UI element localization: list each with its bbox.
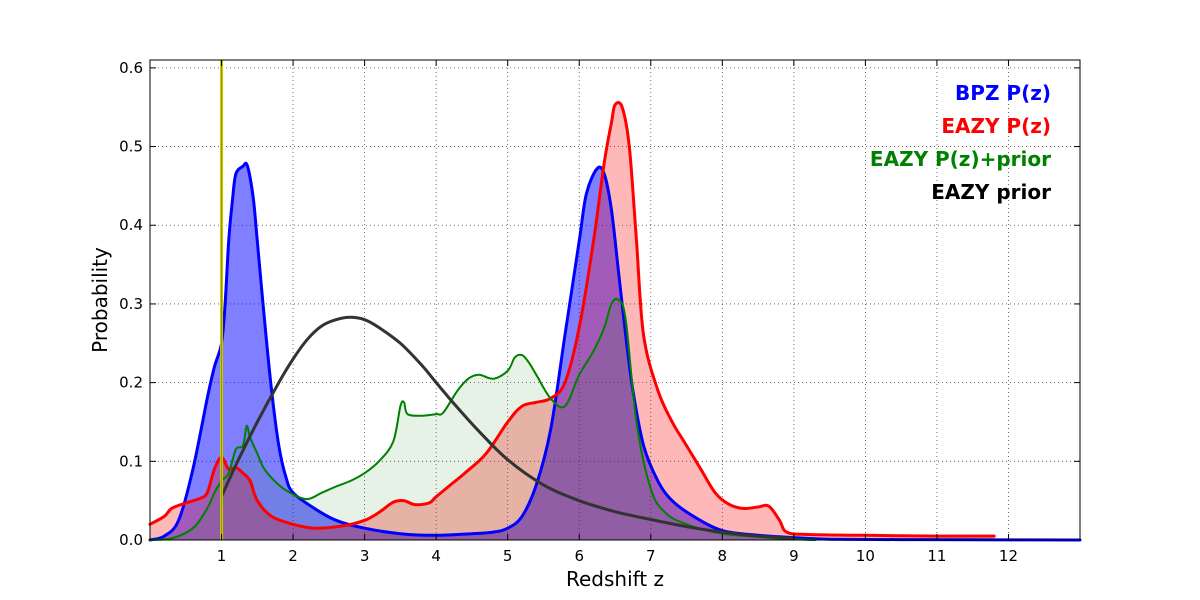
legend: BPZ P(z) EAZY P(z) EAZY P(z)+prior EAZY pri… — [870, 81, 1051, 204]
y-tick-label: 0.4 — [119, 216, 143, 234]
legend-entry: BPZ P(z) — [955, 81, 1051, 105]
x-tick-label: 7 — [646, 547, 656, 565]
y-tick-label: 0.2 — [119, 374, 143, 392]
x-tick-label: 9 — [789, 547, 799, 565]
x-tick-label: 4 — [431, 547, 441, 565]
x-tick-label: 5 — [503, 547, 513, 565]
legend-entry: EAZY P(z)+prior — [870, 147, 1051, 171]
x-tick-label: 6 — [574, 547, 584, 565]
y-tick-label: 0.5 — [119, 138, 143, 156]
x-tick-label: 12 — [999, 547, 1018, 565]
x-tick-label: 11 — [927, 547, 946, 565]
x-tick-label: 3 — [360, 547, 370, 565]
legend-entry: EAZY prior — [931, 180, 1051, 204]
y-tick-label: 0.0 — [119, 531, 143, 549]
y-tick-label: 0.1 — [119, 452, 143, 470]
x-tick-label: 2 — [288, 547, 298, 565]
x-tick-label: 10 — [856, 547, 875, 565]
x-axis-label: Redshift z — [566, 567, 664, 591]
y-tick-label: 0.3 — [119, 295, 143, 313]
y-tick-label: 0.6 — [119, 59, 143, 77]
x-tick-label: 8 — [718, 547, 728, 565]
legend-entry: EAZY P(z) — [941, 114, 1051, 138]
y-axis-label: Probability — [88, 247, 112, 353]
x-tick-label: 1 — [217, 547, 227, 565]
